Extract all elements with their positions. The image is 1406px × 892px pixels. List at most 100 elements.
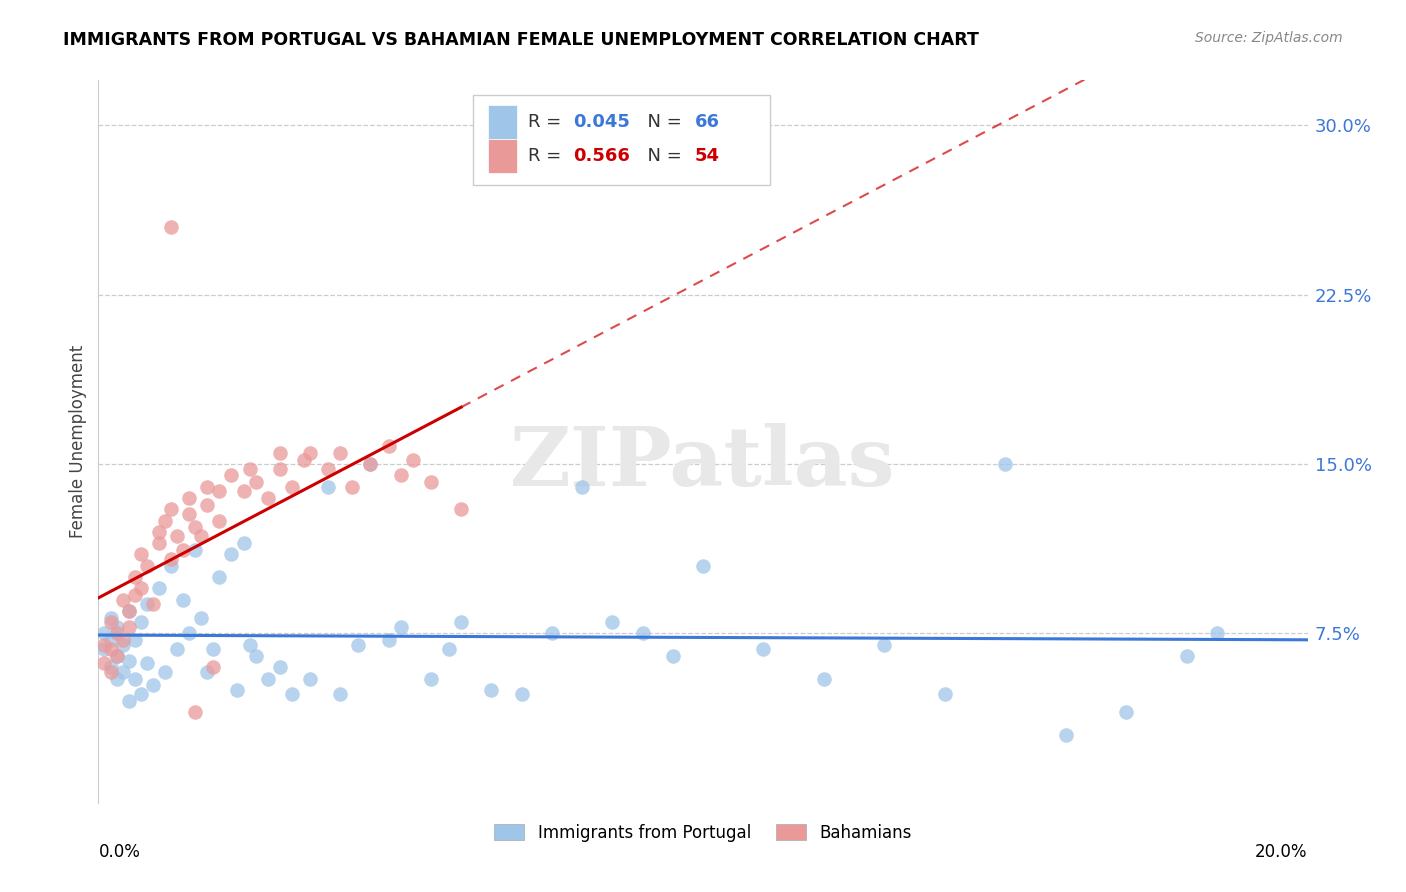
Point (129, 582, 152, 596)
Point (221, 548, 243, 562)
Point (389, 620, 412, 634)
Point (510, 687, 533, 701)
Point (602, 615, 624, 630)
Text: R =: R = (527, 113, 567, 131)
Point (540, 626, 562, 640)
Point (226, 682, 249, 697)
Point (245, 648, 267, 663)
Point (245, 475, 267, 490)
Point (190, 529, 212, 543)
Text: 54: 54 (695, 147, 720, 165)
Point (105, 620, 128, 634)
Point (148, 536, 170, 550)
Point (105, 626, 128, 640)
Point (1054, 728, 1077, 742)
Point (195, 665, 218, 679)
Point (135, 558, 157, 573)
FancyBboxPatch shape (488, 105, 517, 139)
Point (118, 604, 141, 618)
Point (195, 480, 218, 494)
Point (179, 626, 201, 640)
Point (124, 672, 146, 686)
Text: 0.045: 0.045 (574, 113, 630, 131)
Point (179, 491, 201, 505)
Point (232, 484, 254, 499)
Text: N =: N = (637, 147, 688, 165)
Text: N =: N = (637, 113, 688, 131)
Point (239, 461, 262, 475)
Point (105, 648, 128, 663)
Text: ZIPatlas: ZIPatlas (510, 423, 896, 503)
Point (316, 461, 339, 475)
Point (124, 633, 146, 648)
Text: R =: R = (527, 147, 567, 165)
Point (299, 446, 322, 460)
Point (129, 548, 152, 562)
Point (481, 682, 503, 697)
Point (232, 536, 254, 550)
Point (160, 502, 183, 516)
Point (93, 626, 115, 640)
Text: 20.0%: 20.0% (1256, 844, 1308, 862)
Point (299, 672, 322, 686)
Point (377, 633, 399, 648)
Point (292, 452, 315, 467)
Point (100, 610, 122, 624)
Point (934, 687, 956, 701)
Point (202, 642, 225, 657)
Point (172, 592, 194, 607)
Text: 66: 66 (695, 113, 720, 131)
Point (195, 498, 218, 512)
Point (692, 558, 714, 573)
Point (202, 660, 225, 674)
Point (93, 638, 115, 652)
Point (208, 514, 231, 528)
Point (813, 672, 835, 686)
Point (208, 570, 231, 584)
Point (1206, 626, 1229, 640)
Point (329, 446, 352, 460)
Point (269, 461, 291, 475)
Point (450, 502, 472, 516)
Point (281, 480, 304, 494)
Point (1175, 648, 1198, 663)
Point (160, 220, 183, 235)
Point (239, 638, 262, 652)
Point (184, 706, 207, 720)
Point (135, 656, 157, 670)
Point (166, 529, 188, 543)
Point (124, 570, 146, 584)
Point (450, 615, 472, 630)
Point (256, 672, 278, 686)
Point (160, 558, 183, 573)
Point (994, 457, 1017, 471)
Point (118, 654, 141, 668)
Point (342, 480, 364, 494)
Text: 0.566: 0.566 (574, 147, 630, 165)
Point (347, 638, 370, 652)
Legend: Immigrants from Portugal, Bahamians: Immigrants from Portugal, Bahamians (488, 817, 918, 848)
Point (661, 648, 683, 663)
Point (360, 457, 382, 471)
Text: Source: ZipAtlas.com: Source: ZipAtlas.com (1195, 31, 1343, 45)
Point (105, 648, 128, 663)
Point (208, 484, 231, 499)
Text: IMMIGRANTS FROM PORTUGAL VS BAHAMIAN FEMALE UNEMPLOYMENT CORRELATION CHART: IMMIGRANTS FROM PORTUGAL VS BAHAMIAN FEM… (63, 31, 979, 49)
Point (281, 687, 304, 701)
Point (402, 452, 425, 467)
Point (129, 615, 152, 630)
Point (129, 687, 152, 701)
Point (142, 678, 165, 692)
Point (153, 514, 176, 528)
Point (142, 597, 165, 611)
Point (111, 638, 134, 652)
Point (100, 642, 122, 657)
Point (184, 520, 207, 534)
Point (111, 592, 134, 607)
Point (437, 642, 460, 657)
FancyBboxPatch shape (474, 95, 769, 185)
Point (873, 638, 896, 652)
Point (360, 457, 382, 471)
Point (111, 665, 134, 679)
Point (571, 480, 593, 494)
